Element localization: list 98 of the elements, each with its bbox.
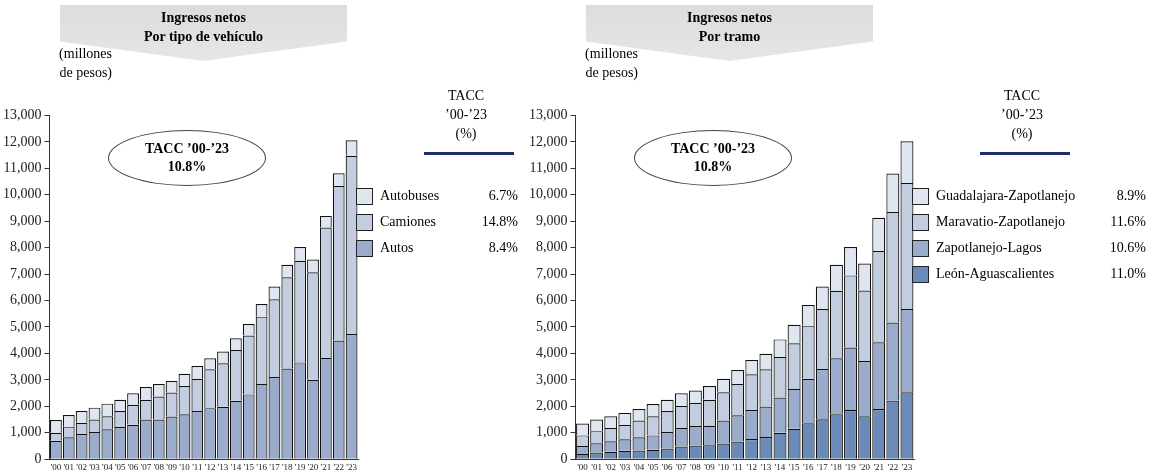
- x-tick-label: '17: [817, 461, 829, 472]
- text: TACC ’00-’23 (%): [444, 87, 488, 143]
- x-tick-label: '14: [774, 461, 786, 472]
- x-tick-label: '22: [333, 461, 345, 472]
- x-tick-label: '10: [179, 461, 191, 472]
- x-tick-label: '16: [802, 461, 815, 472]
- y-tick-label: 12,000: [3, 133, 42, 149]
- legend-label: Autobuses: [380, 188, 441, 204]
- x-tick-label: '20: [307, 461, 319, 472]
- x-tick-label: '17: [269, 461, 281, 472]
- x-tick-label: '21: [320, 461, 332, 472]
- y-tick-label: 6,000: [10, 292, 42, 308]
- y-tick-label: 4,000: [536, 345, 568, 361]
- x-tick-label: '09: [166, 461, 178, 472]
- y-tick-label: 10,000: [529, 186, 568, 202]
- y-tick-label: 2,000: [536, 397, 568, 413]
- y-axis-title: (millones de pesos): [58, 45, 112, 82]
- text: 10.6%: [1108, 240, 1146, 256]
- x-tick-label: '23: [346, 461, 358, 472]
- x-tick-label: '01: [591, 461, 602, 472]
- y-tick-label: 1,000: [536, 424, 568, 440]
- x-tick-label: '11: [732, 461, 743, 472]
- x-tick-label: '05: [647, 461, 659, 472]
- x-tick-label: '13: [217, 461, 229, 472]
- legend-label: Guadalajara-Zapotlanejo: [936, 188, 1077, 204]
- y-tick-label: 5,000: [10, 318, 42, 334]
- x-tick-label: '02: [76, 461, 87, 472]
- x-tick-label: '07: [140, 461, 152, 472]
- x-tick-label: '06: [661, 461, 673, 472]
- legend-label: Camiones: [380, 214, 437, 230]
- x-tick-label: '00: [577, 461, 589, 472]
- text: 14.8%: [480, 214, 518, 230]
- x-tick-label: '15: [243, 461, 255, 472]
- x-tick-label: '20: [859, 461, 871, 472]
- annotation: TACC ’00-’23 10.8%: [143, 140, 231, 176]
- text: 8.4%: [487, 240, 518, 256]
- x-tick-label: '02: [605, 461, 617, 472]
- x-tick-label: '19: [845, 461, 857, 472]
- legend-label: Maravatio-Zapotlanejo: [936, 214, 1067, 230]
- legend-label: Zapotlanejo-Lagos: [936, 240, 1043, 256]
- y-tick-label: 11,000: [529, 159, 568, 175]
- legend-label: Autos: [380, 240, 415, 256]
- x-tick-label: '09: [704, 461, 716, 472]
- x-tick-label: '16: [256, 461, 268, 472]
- y-tick-label: 11,000: [3, 159, 42, 175]
- legend-label: León-Aguascalientes: [936, 266, 1056, 282]
- y-tick-label: 4,000: [10, 345, 42, 361]
- y-tick-label: 8,000: [10, 239, 42, 255]
- y-tick-label: 13,000: [529, 107, 568, 123]
- y-tick-label: 12,000: [529, 133, 568, 149]
- y-tick-label: 9,000: [10, 212, 42, 228]
- text: 11.0%: [1109, 266, 1146, 282]
- text: 11.6%: [1109, 214, 1146, 230]
- y-tick-label: 0: [560, 450, 568, 466]
- chart-title: Ingresos netos Por tipo de vehículo: [142, 9, 265, 46]
- x-tick-label: '03: [89, 461, 101, 472]
- y-tick-label: 8,000: [536, 239, 568, 255]
- y-tick-label: 6,000: [536, 292, 568, 308]
- x-tick-label: '00: [50, 461, 62, 472]
- x-tick-label: '18: [831, 461, 843, 472]
- y-tick-label: 3,000: [10, 371, 42, 387]
- x-tick-label: '23: [901, 461, 913, 472]
- y-tick-label: 10,000: [3, 186, 42, 202]
- x-tick-label: '12: [204, 461, 216, 472]
- x-tick-label: '18: [281, 461, 294, 472]
- x-tick-label: '07: [675, 461, 688, 472]
- x-tick-label: '05: [114, 461, 127, 472]
- x-tick-label: '06: [127, 461, 139, 472]
- x-tick-label: '19: [294, 461, 306, 472]
- y-tick-label: 0: [34, 450, 42, 466]
- x-tick-label: '12: [746, 461, 758, 472]
- x-tick-label: '10: [718, 461, 730, 472]
- y-tick-label: 2,000: [10, 397, 42, 413]
- x-tick-label: '15: [788, 461, 800, 472]
- x-tick-label: '08: [153, 461, 165, 472]
- y-axis-title: (millones de pesos): [584, 45, 638, 82]
- x-tick-label: '13: [760, 461, 772, 472]
- x-tick-label: '14: [230, 461, 242, 472]
- x-tick-label: '08: [690, 461, 702, 472]
- x-tick-label: '21: [873, 461, 885, 472]
- x-tick-label: '22: [887, 461, 899, 472]
- text: 6.7%: [487, 188, 518, 204]
- x-tick-label: '04: [102, 461, 114, 472]
- annotation: TACC ’00-’23 10.8%: [669, 140, 757, 176]
- y-tick-label: 13,000: [3, 107, 42, 123]
- x-tick-label: '11: [192, 461, 203, 472]
- y-tick-label: 7,000: [536, 265, 568, 281]
- x-tick-label: '03: [619, 461, 631, 472]
- text: 8.9%: [1115, 188, 1146, 204]
- chart-title: Ingresos netos Por tramo: [686, 9, 773, 46]
- x-tick-label: '01: [63, 461, 75, 472]
- y-tick-label: 1,000: [10, 424, 42, 440]
- y-tick-label: 9,000: [536, 212, 568, 228]
- y-tick-label: 7,000: [10, 265, 42, 281]
- text: TACC ’00-’23 (%): [1000, 87, 1044, 143]
- x-tick-label: '04: [633, 461, 645, 472]
- y-tick-label: 5,000: [536, 318, 568, 334]
- y-tick-label: 3,000: [536, 371, 568, 387]
